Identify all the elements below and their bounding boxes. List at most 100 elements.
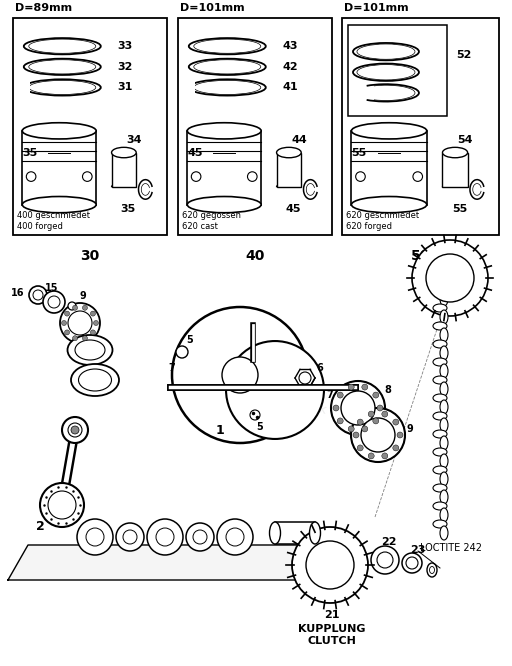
Ellipse shape	[440, 328, 448, 342]
Circle shape	[250, 410, 260, 420]
Circle shape	[377, 405, 383, 411]
Ellipse shape	[433, 448, 447, 456]
Circle shape	[71, 426, 79, 434]
Text: D=89mm: D=89mm	[15, 3, 72, 13]
Ellipse shape	[433, 394, 447, 402]
Text: 52: 52	[457, 50, 472, 60]
Text: 5: 5	[257, 422, 263, 432]
Circle shape	[353, 432, 359, 438]
Circle shape	[426, 254, 474, 302]
Ellipse shape	[75, 340, 105, 360]
Circle shape	[377, 552, 393, 568]
Circle shape	[29, 286, 47, 304]
Circle shape	[48, 296, 60, 308]
Circle shape	[226, 528, 244, 546]
Circle shape	[371, 546, 399, 574]
Circle shape	[40, 483, 84, 527]
Circle shape	[362, 384, 368, 390]
Circle shape	[82, 172, 92, 181]
Circle shape	[348, 426, 354, 432]
Circle shape	[306, 541, 354, 589]
Polygon shape	[8, 545, 350, 580]
Circle shape	[147, 519, 183, 555]
Ellipse shape	[269, 522, 281, 544]
Bar	[351, 131, 427, 204]
Bar	[22, 131, 96, 204]
Circle shape	[357, 445, 363, 451]
Text: 55: 55	[351, 148, 367, 158]
Ellipse shape	[440, 292, 448, 306]
Ellipse shape	[440, 508, 448, 522]
Text: 54: 54	[458, 135, 473, 145]
Circle shape	[43, 291, 65, 313]
Ellipse shape	[427, 563, 437, 577]
Text: 400 geschmiedet
400 forged: 400 geschmiedet 400 forged	[17, 211, 90, 230]
Circle shape	[222, 357, 258, 393]
Circle shape	[382, 411, 388, 417]
Circle shape	[26, 172, 36, 181]
Text: 21: 21	[324, 610, 340, 620]
Ellipse shape	[433, 340, 447, 348]
Text: Motorrepublik: Motorrepublik	[242, 382, 328, 418]
Text: 5: 5	[187, 335, 194, 345]
Text: 30: 30	[80, 249, 100, 263]
Text: 8: 8	[385, 385, 392, 395]
Circle shape	[33, 290, 43, 300]
Bar	[112, 153, 136, 187]
Circle shape	[193, 530, 207, 544]
Bar	[178, 18, 332, 235]
Ellipse shape	[440, 382, 448, 396]
Circle shape	[82, 336, 88, 341]
Circle shape	[156, 528, 174, 546]
Text: D=101mm: D=101mm	[344, 3, 409, 13]
Bar	[22, 81, 30, 94]
Ellipse shape	[433, 304, 447, 312]
Ellipse shape	[442, 147, 467, 158]
Circle shape	[123, 530, 137, 544]
Bar	[187, 131, 261, 204]
Circle shape	[60, 303, 100, 343]
Circle shape	[61, 320, 67, 326]
Text: 8: 8	[51, 300, 58, 310]
Ellipse shape	[22, 196, 96, 212]
Text: 32: 32	[118, 62, 133, 72]
Ellipse shape	[440, 418, 448, 432]
Text: 15: 15	[45, 283, 59, 293]
Ellipse shape	[351, 196, 427, 212]
Circle shape	[247, 172, 257, 181]
Circle shape	[68, 311, 92, 335]
Bar	[442, 153, 467, 187]
Circle shape	[331, 381, 385, 435]
Ellipse shape	[187, 196, 261, 212]
Text: 45: 45	[187, 148, 203, 158]
Circle shape	[348, 384, 354, 390]
Circle shape	[393, 445, 399, 451]
Circle shape	[176, 346, 188, 358]
Text: 40: 40	[245, 249, 265, 263]
Ellipse shape	[112, 147, 136, 158]
Circle shape	[373, 418, 379, 424]
Ellipse shape	[433, 322, 447, 330]
Circle shape	[368, 453, 374, 459]
Ellipse shape	[433, 466, 447, 474]
Ellipse shape	[433, 502, 447, 510]
Circle shape	[68, 302, 76, 310]
Circle shape	[368, 411, 374, 417]
Text: D=101mm: D=101mm	[180, 3, 245, 13]
Circle shape	[299, 372, 311, 384]
Circle shape	[68, 423, 82, 437]
Circle shape	[356, 172, 365, 181]
Circle shape	[402, 553, 422, 573]
Text: 6: 6	[316, 363, 324, 373]
Circle shape	[373, 392, 379, 398]
Ellipse shape	[440, 346, 448, 360]
Ellipse shape	[440, 454, 448, 468]
Ellipse shape	[430, 567, 435, 573]
Circle shape	[48, 491, 76, 519]
Text: 42: 42	[283, 62, 298, 72]
Ellipse shape	[440, 364, 448, 378]
Text: LOCTITE 242: LOCTITE 242	[420, 543, 482, 553]
Bar	[187, 81, 195, 94]
Circle shape	[393, 419, 399, 425]
Text: CLUTCH: CLUTCH	[308, 636, 356, 646]
